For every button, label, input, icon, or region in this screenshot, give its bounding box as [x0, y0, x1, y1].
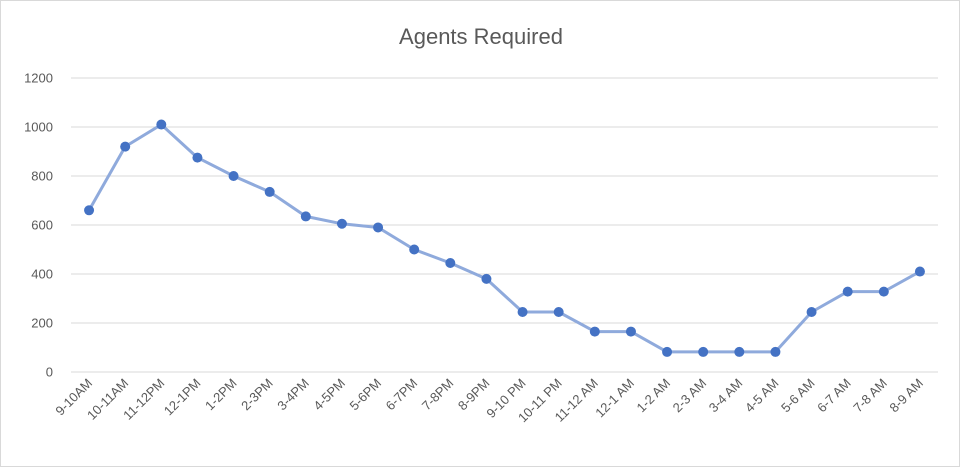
data-point	[914, 266, 925, 277]
x-tick-label: 1-2PM	[202, 376, 240, 414]
x-tick-label: 7-8 AM	[850, 376, 890, 416]
x-tick-label: 1-2 AM	[633, 376, 673, 416]
data-point	[662, 346, 673, 357]
data-point	[625, 326, 636, 337]
y-tick-label: 1000	[24, 120, 53, 135]
data-point	[300, 211, 311, 222]
y-tick-label: 600	[31, 218, 53, 233]
data-point	[734, 346, 745, 357]
data-point	[842, 286, 853, 297]
x-tick-label: 5-6 AM	[778, 376, 818, 416]
x-tick-label: 4-5PM	[310, 376, 348, 414]
data-point	[373, 222, 384, 233]
x-tick-label: 6-7 AM	[814, 376, 854, 416]
data-point	[120, 141, 131, 152]
x-tick-label: 7-8PM	[419, 376, 457, 414]
data-point	[806, 306, 817, 317]
data-point	[445, 257, 456, 268]
data-point	[481, 273, 492, 284]
data-point	[228, 171, 239, 181]
y-tick-label: 800	[31, 169, 53, 184]
x-tick-label: 3-4PM	[274, 376, 312, 414]
data-point	[517, 306, 528, 317]
data-point	[878, 286, 889, 297]
x-tick-label: 12-1PM	[161, 376, 204, 419]
x-tick-label: 8-9 AM	[886, 376, 926, 416]
data-point	[698, 346, 709, 357]
x-tick-label: 6-7PM	[383, 376, 421, 414]
data-point	[336, 218, 347, 229]
y-axis-tick-labels: 0 200 400 600 800 1000 1200	[24, 71, 53, 380]
data-point	[192, 152, 203, 163]
data-point	[84, 205, 95, 216]
x-tick-label: 2-3 AM	[670, 376, 710, 416]
data-point	[264, 186, 275, 197]
series-line	[87, 123, 922, 354]
x-tick-label: 4-5 AM	[742, 376, 782, 416]
x-tick-label: 2-3PM	[238, 376, 276, 414]
x-tick-label: 12-1 AM	[592, 376, 637, 421]
data-point	[770, 346, 781, 357]
data-point	[589, 326, 600, 337]
x-tick-label: 3-4 AM	[706, 376, 746, 416]
chart-title: Agents Required	[399, 24, 563, 49]
x-tick-label: 5-6PM	[346, 376, 384, 414]
y-tick-label: 0	[46, 365, 53, 380]
data-point	[553, 306, 564, 317]
series-layer	[84, 119, 925, 357]
y-tick-label: 400	[31, 267, 53, 282]
y-tick-label: 200	[31, 316, 53, 331]
data-point	[409, 244, 420, 255]
x-axis-tick-labels: 9-10AM10-11AM11-12PM12-1PM1-2PM2-3PM3-4P…	[52, 376, 926, 426]
y-tick-label: 1200	[24, 71, 53, 86]
data-point	[156, 119, 167, 130]
gridlines	[71, 77, 938, 373]
